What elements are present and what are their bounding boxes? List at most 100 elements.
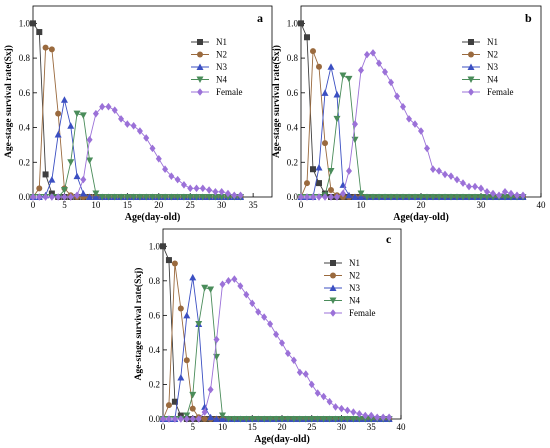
data-point bbox=[411, 194, 419, 201]
data-point bbox=[344, 406, 351, 415]
data-point bbox=[308, 380, 315, 389]
legend-entry: N2 bbox=[349, 271, 360, 281]
panel-label: c bbox=[386, 232, 392, 246]
data-point bbox=[368, 411, 375, 420]
data-point bbox=[460, 179, 466, 187]
data-point bbox=[435, 194, 443, 201]
data-point bbox=[189, 405, 196, 412]
data-point bbox=[334, 193, 340, 201]
data-point bbox=[374, 413, 381, 422]
x-tick-label: 10 bbox=[91, 200, 101, 210]
data-point bbox=[224, 416, 232, 423]
legend-entry: Female bbox=[349, 308, 376, 318]
data-point bbox=[423, 194, 431, 201]
data-point bbox=[142, 194, 150, 201]
y-tick-label: 0.2 bbox=[287, 157, 298, 167]
y-tick-label: 0.0 bbox=[19, 192, 31, 202]
data-point bbox=[290, 356, 297, 365]
data-point bbox=[42, 44, 49, 51]
x-axis-label: Age(day-old) bbox=[125, 212, 181, 223]
data-point bbox=[254, 416, 262, 423]
x-tick-label: 5 bbox=[191, 422, 196, 432]
data-point bbox=[207, 286, 215, 293]
series-n2 bbox=[30, 44, 244, 200]
x-axis-label: Age(day-old) bbox=[393, 212, 449, 223]
data-point bbox=[278, 416, 286, 423]
legend-marker bbox=[197, 39, 203, 45]
data-point bbox=[225, 277, 232, 285]
legend-marker bbox=[196, 76, 204, 83]
data-point bbox=[161, 194, 169, 201]
data-point bbox=[338, 404, 345, 413]
data-point bbox=[213, 415, 221, 422]
data-point bbox=[67, 159, 75, 166]
series-n1 bbox=[298, 20, 526, 200]
data-point bbox=[48, 193, 55, 201]
data-point bbox=[255, 308, 262, 316]
data-point bbox=[508, 189, 514, 198]
data-point bbox=[459, 194, 467, 201]
data-point bbox=[369, 194, 377, 201]
data-point bbox=[310, 166, 316, 173]
data-point bbox=[207, 385, 214, 394]
data-point bbox=[399, 194, 407, 201]
data-point bbox=[284, 349, 291, 358]
chart-panel-c: 0 5 10 15 20 25 30 35 40 0.0 0.2 0.4 0.6 0.8 1.0 Age(da… bbox=[133, 228, 406, 445]
data-point bbox=[104, 194, 112, 201]
data-point bbox=[186, 194, 194, 201]
y-tick-label: 1.0 bbox=[19, 18, 31, 28]
data-point bbox=[316, 180, 322, 187]
x-tick-label: 35 bbox=[367, 422, 377, 432]
y-axis-label: Age-stage survival rate(Sxj) bbox=[3, 45, 14, 158]
data-point bbox=[290, 416, 298, 423]
x-tick-label: 5 bbox=[62, 200, 67, 210]
data-point bbox=[429, 194, 437, 201]
data-point bbox=[328, 193, 334, 201]
data-point bbox=[356, 410, 363, 418]
data-point bbox=[187, 184, 194, 193]
x-tick-label: 0 bbox=[299, 200, 304, 210]
data-point bbox=[326, 416, 334, 423]
data-point bbox=[417, 194, 425, 201]
data-point bbox=[322, 193, 328, 201]
legend-entry: N2 bbox=[487, 50, 498, 60]
data-point bbox=[314, 416, 322, 423]
series-female bbox=[160, 275, 393, 423]
data-point bbox=[248, 416, 256, 423]
data-point bbox=[267, 320, 274, 328]
data-point bbox=[333, 91, 341, 98]
legend-entry: N1 bbox=[216, 37, 227, 47]
data-point bbox=[466, 182, 472, 191]
data-point bbox=[304, 180, 310, 187]
data-point bbox=[177, 374, 185, 381]
data-point bbox=[230, 416, 238, 423]
data-point bbox=[320, 392, 327, 401]
data-point bbox=[55, 193, 62, 201]
data-point bbox=[212, 187, 219, 196]
data-point bbox=[490, 189, 496, 198]
legend-marker bbox=[467, 76, 475, 83]
data-point bbox=[55, 110, 62, 117]
panel-label: a bbox=[257, 11, 263, 25]
series-n1 bbox=[30, 20, 244, 200]
series-female bbox=[30, 102, 244, 201]
data-point bbox=[92, 190, 100, 198]
data-point bbox=[167, 194, 175, 201]
data-point bbox=[454, 175, 460, 184]
data-point bbox=[205, 194, 213, 201]
data-point bbox=[304, 34, 310, 41]
data-point bbox=[355, 416, 363, 423]
y-tick-label: 0.6 bbox=[19, 88, 31, 98]
data-point bbox=[314, 389, 321, 397]
y-tick-label: 0.4 bbox=[19, 123, 31, 133]
data-point bbox=[502, 187, 508, 196]
data-point bbox=[183, 311, 191, 319]
data-point bbox=[242, 416, 250, 423]
legend-marker bbox=[467, 63, 475, 70]
data-point bbox=[61, 193, 68, 201]
data-point bbox=[412, 120, 418, 128]
data-point bbox=[363, 194, 371, 201]
data-point bbox=[231, 191, 238, 200]
data-point bbox=[211, 194, 219, 201]
data-point bbox=[201, 403, 209, 410]
